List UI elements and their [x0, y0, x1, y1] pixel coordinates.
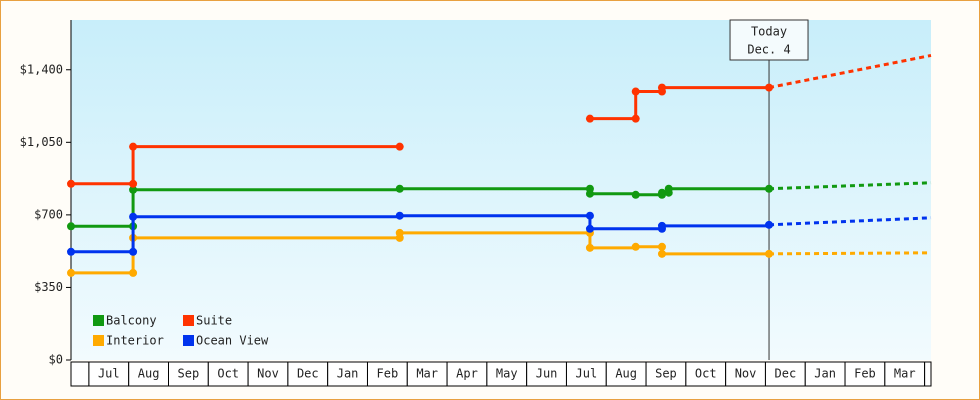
forecast-segment — [768, 216, 932, 227]
point — [129, 179, 138, 188]
point — [67, 222, 75, 231]
x-tick — [725, 361, 766, 387]
x-tick — [605, 361, 647, 387]
x-tick-label: Sep — [655, 367, 677, 381]
point — [631, 242, 640, 251]
x-axis-cell — [70, 361, 90, 387]
x-tick-label: Feb — [377, 367, 399, 381]
x-tick-label: Nov — [257, 367, 279, 381]
point — [585, 243, 594, 252]
point — [67, 179, 75, 188]
point — [129, 268, 138, 277]
x-tick-label: Aug — [138, 367, 160, 381]
x-tick-label: Apr — [456, 367, 478, 381]
y-tick-label: $0 — [49, 353, 63, 367]
x-tick-label: Sep — [178, 367, 200, 381]
x-tick-label: Oct — [695, 367, 717, 381]
point — [395, 142, 404, 151]
forecast-segment — [768, 53, 932, 90]
point — [631, 190, 640, 199]
legend-swatch — [183, 315, 194, 326]
series — [67, 181, 932, 231]
point — [657, 221, 666, 230]
x-tick — [526, 361, 567, 387]
point — [129, 247, 138, 256]
today-label: Dec. 4 — [747, 43, 790, 57]
point — [585, 211, 594, 220]
x-axis-cell — [924, 361, 932, 387]
point — [765, 184, 774, 193]
x-tick-label: Jul — [98, 367, 120, 381]
x-tick — [685, 361, 727, 387]
point — [657, 83, 666, 92]
x-tick-label: Nov — [735, 367, 757, 381]
today-label: Today — [751, 25, 787, 39]
x-tick-label: Dec — [775, 367, 797, 381]
point — [664, 184, 673, 193]
x-tick-label: May — [496, 367, 518, 381]
legend-label: Ocean View — [196, 334, 269, 348]
point — [765, 249, 774, 258]
series — [67, 211, 932, 256]
point — [585, 189, 594, 198]
legend-label: Balcony — [106, 314, 157, 328]
legend-swatch — [93, 335, 104, 346]
point — [631, 87, 640, 96]
y-tick-label: $350 — [34, 280, 63, 294]
today-box — [729, 19, 809, 61]
point — [395, 228, 404, 237]
y-tick-label: $1,050 — [20, 135, 63, 149]
x-tick — [446, 361, 488, 387]
legend-label: Interior — [106, 334, 164, 348]
point — [395, 211, 404, 220]
point — [631, 114, 640, 123]
x-tick-label: Feb — [854, 367, 876, 381]
point — [765, 83, 774, 92]
x-tick-label: Jul — [576, 367, 598, 381]
point — [765, 220, 774, 229]
x-tick — [88, 361, 130, 387]
x-tick-label: Jan — [814, 367, 836, 381]
x-tick — [247, 361, 289, 387]
point — [395, 184, 404, 193]
x-tick-label: Aug — [615, 367, 637, 381]
point — [129, 142, 138, 151]
x-tick-label: Dec — [297, 367, 319, 381]
point — [67, 247, 75, 256]
legend-swatch — [93, 315, 104, 326]
x-tick-label: Mar — [894, 367, 916, 381]
legend-label: Suite — [196, 314, 232, 328]
y-tick-label: $700 — [34, 207, 63, 221]
point — [129, 212, 138, 221]
point — [585, 114, 594, 123]
x-tick-label: Jun — [536, 367, 558, 381]
x-tick — [884, 361, 926, 387]
forecast-segment — [768, 181, 932, 191]
x-tick-label: Jan — [337, 367, 359, 381]
x-tick — [645, 361, 687, 387]
x-tick-label: Mar — [416, 367, 438, 381]
x-tick-label: Oct — [217, 367, 239, 381]
point — [657, 188, 666, 197]
x-tick — [406, 361, 448, 387]
point — [67, 268, 75, 277]
point — [657, 249, 666, 258]
x-tick — [287, 361, 329, 387]
x-tick — [207, 361, 249, 387]
x-tick — [366, 361, 408, 387]
legend-swatch — [183, 335, 194, 346]
point — [657, 242, 666, 251]
series — [67, 53, 932, 188]
x-tick — [128, 361, 170, 387]
point — [129, 185, 138, 194]
point — [585, 224, 594, 233]
y-tick-label: $1,400 — [20, 62, 63, 76]
x-tick — [168, 361, 209, 387]
x-tick — [844, 361, 886, 387]
